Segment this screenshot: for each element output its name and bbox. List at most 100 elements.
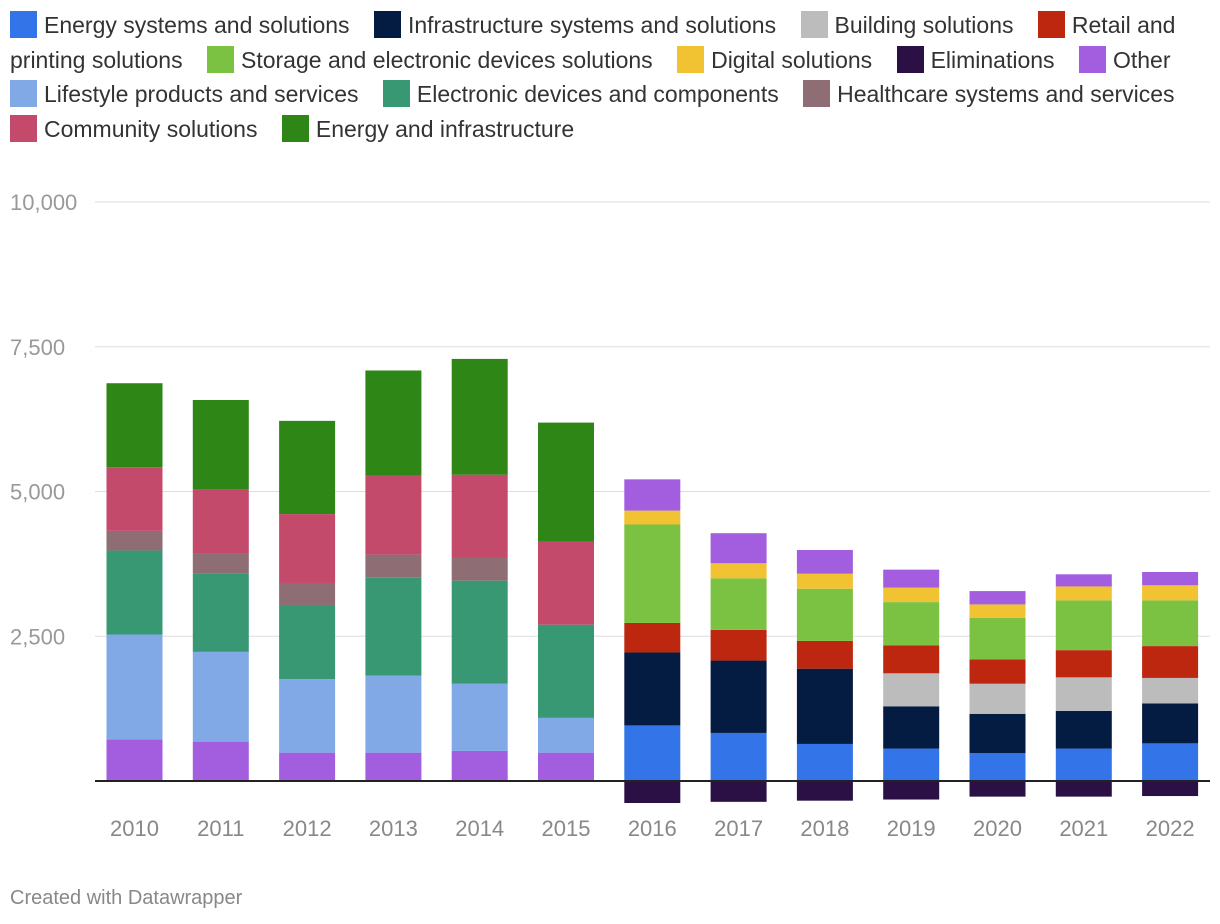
x-tick-label: 2020 <box>973 816 1022 841</box>
legend-label: Building solutions <box>834 12 1014 38</box>
bar-2011-other <box>192 741 249 781</box>
bar-2012-community-solutions <box>279 514 336 583</box>
bar-2019-other <box>883 569 940 588</box>
bar-2017-storage-and-electronic-devices-solutions <box>710 578 767 630</box>
legend-label: Digital solutions <box>711 46 873 73</box>
x-tick-label: 2017 <box>714 816 763 841</box>
x-tick-label: 2014 <box>455 816 504 841</box>
bar-2012-other <box>279 752 336 781</box>
bar-2019-building-solutions <box>883 673 940 707</box>
bar-2017-other <box>710 533 767 564</box>
bar-2021-infrastructure-systems-and-solutions <box>1055 710 1112 749</box>
bar-2013-community-solutions <box>365 475 422 555</box>
bar-2010-lifestyle-products-and-services <box>106 634 163 740</box>
bar-2015-lifestyle-products-and-services <box>538 717 594 753</box>
legend-label: Other <box>1112 46 1171 73</box>
bar-2014-other <box>451 750 508 781</box>
bar-2018-retail-and-printing-solutions <box>796 640 853 669</box>
legend-item-storage-and-electronic-devices-solutions: Storage and electronic devices solutions <box>207 45 653 73</box>
legend-label: Electronic devices and components <box>416 81 779 107</box>
legend-swatch <box>10 11 37 38</box>
bar-2016-digital-solutions <box>624 510 681 525</box>
bar-2017-retail-and-printing-solutions <box>710 629 767 661</box>
bar-2022-storage-and-electronic-devices-solutions <box>1142 600 1199 647</box>
bar-2019-infrastructure-systems-and-solutions <box>883 706 940 749</box>
bar-2020-eliminations <box>969 781 1026 797</box>
legend-swatch <box>1078 45 1106 73</box>
x-tick-label: 2011 <box>197 816 244 841</box>
legend-item-infrastructure-systems-and-solutions: Infrastructure systems and solutions <box>373 11 776 38</box>
bar-2018-infrastructure-systems-and-solutions <box>796 668 853 744</box>
bar-2020-energy-systems-and-solutions <box>969 753 1026 781</box>
bar-marks <box>106 358 1199 804</box>
bar-2015-energy-and-infrastructure <box>538 422 594 542</box>
y-tick-label: 5,000 <box>10 480 65 505</box>
bar-2013-energy-and-infrastructure <box>365 370 422 476</box>
x-tick-label: 2015 <box>542 816 591 841</box>
bar-2017-digital-solutions <box>710 563 767 579</box>
legend-swatch <box>382 80 410 107</box>
bar-2022-infrastructure-systems-and-solutions <box>1142 703 1199 744</box>
bar-2011-community-solutions <box>192 489 249 554</box>
legend-label: Energy and infrastructure <box>315 115 575 142</box>
bar-2013-healthcare-systems-and-services <box>365 554 422 578</box>
legend-item-energy-systems-and-solutions: Energy systems and solutions <box>10 11 350 38</box>
bar-2014-healthcare-systems-and-services <box>451 557 508 581</box>
bar-2011-electronic-devices-and-components <box>192 573 249 652</box>
bar-2011-lifestyle-products-and-services <box>192 651 249 742</box>
legend-swatch <box>896 45 924 73</box>
bar-2020-other <box>969 591 1026 605</box>
bar-2015-other <box>538 752 594 781</box>
bar-2010-community-solutions <box>106 467 163 531</box>
bar-2010-energy-and-infrastructure <box>106 383 163 468</box>
bar-2022-energy-systems-and-solutions <box>1142 743 1199 781</box>
legend-item-eliminations: Eliminations <box>896 45 1055 73</box>
x-tick-label: 2010 <box>110 816 159 841</box>
x-tick-label: 2012 <box>283 816 332 841</box>
bar-2014-energy-and-infrastructure <box>451 358 508 475</box>
axes: 2,500 5,000 7,500 10,000 2010 2011 2012 2013 201… <box>10 190 1210 841</box>
x-tick-label: 2019 <box>887 816 936 841</box>
bar-2020-storage-and-electronic-devices-solutions <box>969 617 1026 660</box>
bar-2013-electronic-devices-and-components <box>365 577 422 676</box>
legend-swatch <box>677 45 705 73</box>
bar-2011-energy-and-infrastructure <box>192 400 249 490</box>
legend-item-electronic-devices-and-components: Electronic devices and components <box>382 80 779 107</box>
bar-2016-storage-and-electronic-devices-solutions <box>624 524 681 623</box>
bar-2018-other <box>796 549 853 574</box>
bar-2017-infrastructure-systems-and-solutions <box>710 660 767 733</box>
bar-2021-other <box>1055 574 1112 587</box>
legend-item-energy-and-infrastructure: Energy and infrastructure <box>281 114 575 142</box>
legend-swatch <box>10 114 37 142</box>
bar-2022-retail-and-printing-solutions <box>1142 646 1199 678</box>
bar-2019-digital-solutions <box>883 587 940 603</box>
bar-2020-infrastructure-systems-and-solutions <box>969 713 1026 754</box>
legend-label: Community solutions <box>44 115 258 142</box>
legend-swatch <box>281 114 309 142</box>
bar-2022-other <box>1142 571 1199 586</box>
bar-2021-energy-systems-and-solutions <box>1055 748 1112 781</box>
x-tick-label: 2018 <box>800 816 849 841</box>
bar-2017-eliminations <box>710 781 767 802</box>
bar-2015-community-solutions <box>538 541 594 625</box>
bar-2016-retail-and-printing-solutions <box>624 622 681 653</box>
bar-2021-building-solutions <box>1055 677 1112 711</box>
bar-2020-digital-solutions <box>969 604 1026 618</box>
bar-2016-infrastructure-systems-and-solutions <box>624 652 681 726</box>
y-tick-label: 10,000 <box>10 190 77 215</box>
bar-2016-energy-systems-and-solutions <box>624 725 681 781</box>
bar-2012-energy-and-infrastructure <box>279 420 336 515</box>
bar-2020-building-solutions <box>969 683 1026 714</box>
bar-2014-electronic-devices-and-components <box>451 580 508 684</box>
bar-2019-retail-and-printing-solutions <box>883 645 940 674</box>
bar-2012-electronic-devices-and-components <box>279 604 336 680</box>
bar-2021-retail-and-printing-solutions <box>1055 650 1112 678</box>
bar-2012-healthcare-systems-and-services <box>279 582 336 605</box>
chart-legend: Energy systems and solutions Infrastruct… <box>10 8 1210 146</box>
legend-swatch <box>373 11 401 38</box>
bar-2019-energy-systems-and-solutions <box>883 748 940 781</box>
legend-label: Energy systems and solutions <box>44 12 350 38</box>
bar-2021-digital-solutions <box>1055 586 1112 601</box>
bar-2020-retail-and-printing-solutions <box>969 659 1026 684</box>
legend-label: Storage and electronic devices solutions <box>241 46 653 73</box>
